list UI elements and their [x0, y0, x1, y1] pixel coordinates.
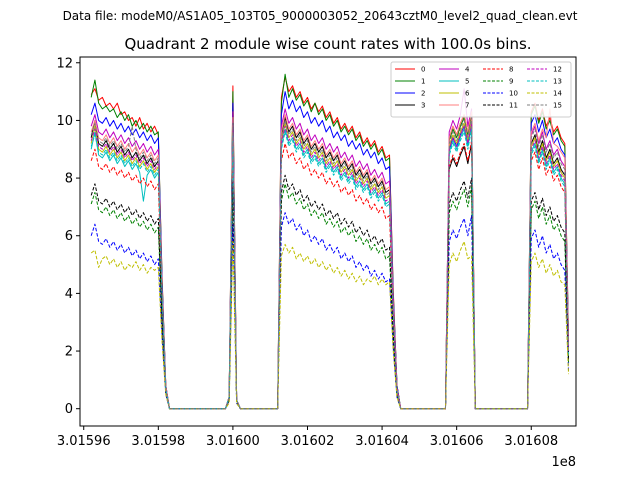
suptitle: Data file: modeM0/AS1A05_103T05_90000030… — [63, 9, 578, 23]
x-tick-label: 3.01598 — [131, 434, 185, 449]
legend-label-10: 10 — [509, 90, 518, 98]
x-tick-label: 3.01606 — [430, 434, 484, 449]
series-line-9 — [90, 183, 570, 410]
x-tick-label: 3.01608 — [504, 434, 558, 449]
legend-label-0: 0 — [421, 66, 425, 74]
x-tick-label: 3.01600 — [206, 434, 260, 449]
legend-label-15: 15 — [553, 102, 562, 110]
legend-label-13: 13 — [553, 78, 562, 86]
x-tick-label: 3.01596 — [57, 434, 111, 449]
legend-label-9: 9 — [509, 78, 513, 86]
legend-label-12: 12 — [553, 66, 562, 74]
series-line-15 — [90, 117, 570, 410]
legend-label-11: 11 — [509, 102, 518, 110]
y-tick-label: 2 — [65, 345, 73, 360]
y-tick-label: 12 — [56, 56, 73, 71]
legend-label-8: 8 — [509, 66, 513, 74]
x-tick-label: 3.01604 — [355, 434, 409, 449]
legend-label-4: 4 — [465, 66, 470, 74]
y-tick-label: 4 — [65, 287, 73, 302]
legend-label-7: 7 — [465, 102, 469, 110]
legend-label-2: 2 — [421, 90, 425, 98]
plot-frame — [79, 56, 577, 427]
series-layer — [90, 73, 570, 410]
legend-label-6: 6 — [465, 90, 470, 98]
legend-label-1: 1 — [421, 78, 425, 86]
legend-label-3: 3 — [421, 102, 425, 110]
y-tick-label: 8 — [65, 172, 73, 187]
chart-title: Quadrant 2 module wise count rates with … — [124, 35, 531, 53]
legend-label-14: 14 — [553, 90, 562, 98]
y-tick-label: 6 — [65, 229, 73, 244]
y-tick-label: 0 — [65, 402, 73, 417]
legend-label-5: 5 — [465, 78, 469, 86]
x-axis: 3.01596 3.01598 3.01600 3.01602 3.01604 3.016… — [57, 426, 558, 449]
legend-frame — [390, 61, 572, 118]
y-tick-label: 10 — [56, 114, 73, 129]
x-offset-label: 1e8 — [551, 455, 576, 470]
y-axis: 0 2 4 6 8 10 12 — [56, 56, 80, 417]
x-tick-label: 3.01602 — [281, 434, 335, 449]
